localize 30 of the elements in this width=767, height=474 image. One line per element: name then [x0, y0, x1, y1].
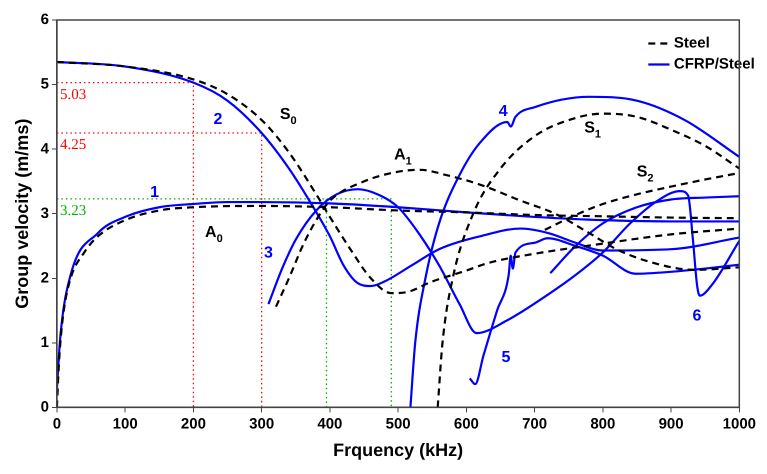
annotation: 2	[214, 111, 223, 128]
legend-label: Steel	[674, 34, 710, 52]
x-tick-label: 800	[590, 416, 616, 433]
x-axis-title: Frquency (kHz)	[333, 440, 464, 460]
x-tick-label: 200	[180, 416, 206, 433]
x-tick-label: 700	[522, 416, 548, 433]
y-tick-label: 1	[40, 334, 49, 351]
y-tick-label: 0	[40, 398, 49, 416]
annotation: 5	[501, 348, 510, 366]
annotation: 4	[498, 102, 508, 120]
x-tick-label: 0	[52, 416, 62, 433]
y-tick-label: 3	[40, 204, 49, 222]
x-tick-label: 400	[317, 416, 342, 433]
y-tick-label: 4	[40, 140, 50, 158]
y-tick-label: 2	[40, 269, 49, 286]
x-tick-label: 100	[112, 416, 138, 433]
x-tick-label: 600	[454, 416, 479, 433]
annotation: 4.25	[60, 136, 86, 153]
y-tick-label: 5	[40, 76, 49, 93]
y-axis-title: Group velocity (m/ms)	[12, 118, 32, 309]
x-tick-label: 1000	[722, 416, 756, 433]
annotation: 6	[692, 307, 702, 324]
annotation: 5.03	[60, 86, 86, 103]
x-tick-label: 900	[658, 416, 684, 433]
y-tick-label: 6	[40, 11, 49, 28]
annotation: 3.23	[60, 203, 86, 220]
x-tick-label: 300	[249, 416, 274, 433]
annotation: 1	[150, 184, 160, 202]
x-tick-label: 500	[386, 416, 411, 433]
annotation: 3	[264, 244, 274, 262]
